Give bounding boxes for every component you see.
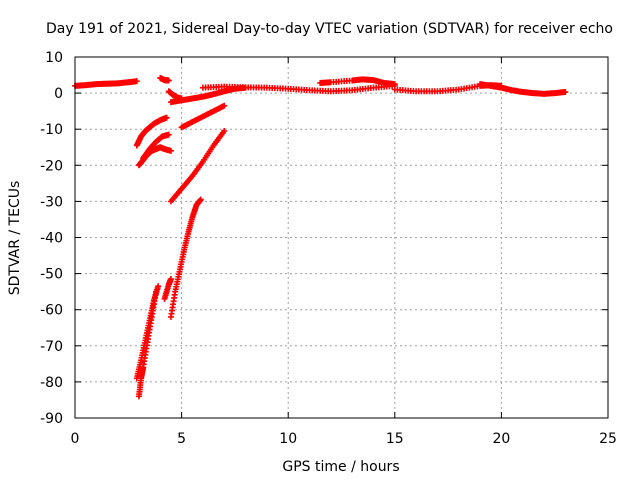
x-tick-label: 5 bbox=[177, 431, 186, 447]
series-arc-15 bbox=[317, 76, 398, 88]
y-tick-label: 0 bbox=[54, 86, 63, 102]
x-tick-label: 25 bbox=[599, 431, 617, 447]
grid-lines bbox=[75, 57, 608, 418]
y-tick-label: -40 bbox=[40, 231, 63, 247]
data-points bbox=[72, 74, 569, 400]
y-tick-label: -90 bbox=[40, 411, 63, 427]
plot-frame bbox=[74, 56, 609, 419]
y-axis-label: SDTVAR / TECUs bbox=[7, 181, 23, 296]
x-tick-label: 0 bbox=[71, 431, 80, 447]
y-tick-label: -20 bbox=[40, 158, 63, 174]
data-point bbox=[165, 131, 172, 138]
series-arc-7 bbox=[167, 84, 249, 106]
series-arc-4 bbox=[140, 131, 172, 162]
data-point bbox=[167, 276, 174, 283]
series-arc-13 bbox=[161, 276, 174, 302]
y-tick-label: -70 bbox=[40, 339, 63, 355]
x-tick-label: 15 bbox=[386, 431, 404, 447]
data-point bbox=[562, 89, 569, 96]
data-point bbox=[163, 114, 170, 121]
series-arc-17 bbox=[477, 81, 569, 97]
data-point bbox=[221, 128, 228, 135]
x-tick-label: 20 bbox=[492, 431, 510, 447]
y-tick-label: -80 bbox=[40, 375, 63, 391]
y-tick-label: -60 bbox=[40, 303, 63, 319]
data-point bbox=[155, 283, 162, 290]
series-arc-1 bbox=[72, 78, 140, 89]
y-tick-label: -10 bbox=[40, 122, 63, 138]
series-arc-5 bbox=[157, 74, 172, 84]
x-tick-label: 10 bbox=[279, 431, 297, 447]
series-arc-8 bbox=[178, 102, 228, 131]
series-arc-12 bbox=[167, 196, 204, 320]
y-tick-label: 10 bbox=[45, 50, 63, 66]
y-tick-label: -50 bbox=[40, 267, 63, 283]
y-tick-label: -30 bbox=[40, 194, 63, 210]
x-tick-labels: 0 5 10 15 20 25 bbox=[71, 431, 617, 447]
data-point bbox=[221, 102, 228, 109]
series-arc-3 bbox=[135, 144, 174, 169]
data-point bbox=[165, 77, 172, 84]
series-arc-9 bbox=[167, 128, 228, 205]
x-axis-label: GPS time / hours bbox=[282, 459, 399, 475]
data-point bbox=[167, 147, 174, 154]
chart-title: Day 191 of 2021, Sidereal Day-to-day VTE… bbox=[46, 21, 613, 37]
data-point bbox=[197, 196, 204, 203]
series-arc-2 bbox=[133, 114, 170, 149]
data-point bbox=[391, 81, 398, 88]
series-arc-11 bbox=[133, 283, 162, 382]
y-tick-labels: 10 0 -10 -20 -30 -40 -50 -60 -70 -80 -90 bbox=[40, 50, 63, 427]
data-point bbox=[133, 78, 140, 85]
